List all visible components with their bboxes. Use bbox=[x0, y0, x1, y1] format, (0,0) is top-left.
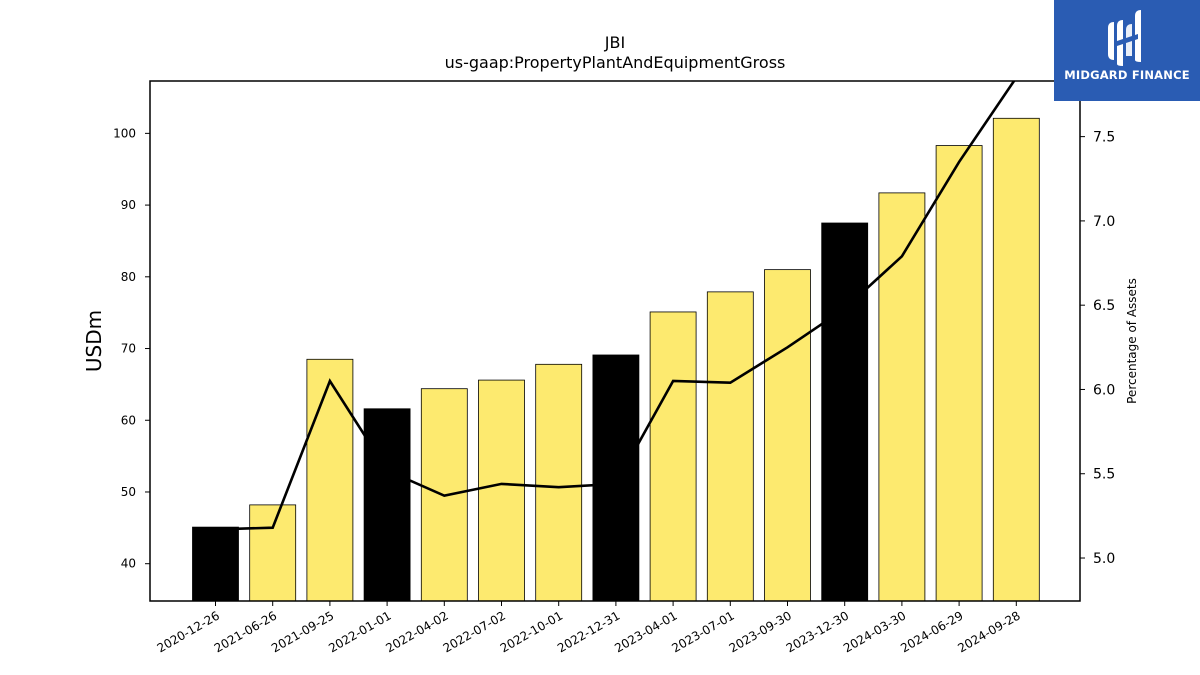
right-tick-label: 6.5 bbox=[1093, 298, 1115, 314]
x-tick-label: 2024-09-28 bbox=[955, 608, 1022, 655]
bar-2023-04-01 bbox=[649, 311, 697, 602]
left-tick-label: 40 bbox=[121, 557, 136, 571]
x-tick-label: 2023-07-01 bbox=[669, 608, 736, 655]
x-tick-label: 2021-06-26 bbox=[212, 608, 279, 655]
percentage-line bbox=[215, 81, 1016, 531]
bar-2024-09-28 bbox=[992, 117, 1040, 602]
line-group bbox=[215, 81, 1016, 531]
bar-2023-09-30 bbox=[764, 269, 811, 602]
left-tick-label: 60 bbox=[121, 413, 136, 427]
chart-title: JBI bbox=[604, 33, 625, 52]
x-tick-label: 2022-10-01 bbox=[498, 608, 565, 655]
bar-2021-06-26 bbox=[249, 504, 297, 602]
x-tick-label: 2023-09-30 bbox=[727, 608, 794, 655]
left-tick-label: 80 bbox=[121, 270, 136, 284]
bar-2024-03-30 bbox=[878, 192, 926, 602]
bar-2023-07-01 bbox=[706, 291, 754, 602]
bar-2022-12-31 bbox=[592, 354, 640, 602]
x-tick-label: 2022-07-02 bbox=[441, 608, 508, 655]
x-tick-label: 2024-03-30 bbox=[841, 608, 908, 655]
right-tick-label: 7.5 bbox=[1093, 130, 1115, 146]
x-tick-label: 2020-12-26 bbox=[155, 608, 222, 655]
plot-frame bbox=[149, 80, 1081, 602]
right-tick-label: 5.5 bbox=[1093, 467, 1115, 483]
x-axis: 2020-12-262021-06-262021-09-252022-01-01… bbox=[155, 601, 1023, 655]
logo-text: MIDGARD FINANCE bbox=[1064, 68, 1190, 82]
bar-2021-09-25 bbox=[306, 358, 354, 602]
brand-logo: MIDGARD FINANCE bbox=[1054, 0, 1200, 101]
right-axis: 5.0 5.5 6.0 6.5 7.0 7.5 bbox=[1080, 130, 1115, 567]
left-axis: 40 50 60 70 80 90 100 bbox=[113, 126, 150, 571]
x-tick-label: 2022-04-02 bbox=[383, 608, 450, 655]
right-tick-label: 7.0 bbox=[1093, 214, 1115, 230]
chart-subtitle: us-gaap:PropertyPlantAndEquipmentGross bbox=[445, 53, 786, 72]
logo-icon bbox=[1108, 10, 1141, 66]
left-tick-label: 100 bbox=[113, 126, 136, 140]
bar-2022-01-01 bbox=[363, 408, 411, 602]
x-tick-label: 2022-01-01 bbox=[326, 608, 393, 655]
bars-group bbox=[192, 117, 1040, 602]
x-tick-label: 2023-12-30 bbox=[784, 608, 851, 655]
bar-2024-06-29 bbox=[935, 145, 983, 602]
bar-2022-10-01 bbox=[535, 363, 583, 602]
left-tick-label: 70 bbox=[121, 342, 136, 356]
right-tick-label: 5.0 bbox=[1093, 551, 1115, 567]
y-axis-label-right: Percentage of Assets bbox=[1125, 278, 1139, 404]
x-tick-label: 2022-12-31 bbox=[555, 608, 622, 655]
x-tick-label: 2023-04-01 bbox=[612, 608, 679, 655]
left-tick-label: 50 bbox=[121, 485, 136, 499]
bar-2020-12-26 bbox=[192, 526, 239, 602]
bar-2023-12-30 bbox=[821, 222, 869, 602]
right-tick-label: 6.0 bbox=[1093, 382, 1115, 398]
x-tick-label: 2024-06-29 bbox=[898, 608, 965, 655]
bar-2022-07-02 bbox=[478, 379, 525, 602]
left-tick-label: 90 bbox=[121, 198, 136, 212]
x-tick-label: 2021-09-25 bbox=[269, 608, 336, 655]
y-axis-label-left: USDm bbox=[82, 310, 106, 372]
